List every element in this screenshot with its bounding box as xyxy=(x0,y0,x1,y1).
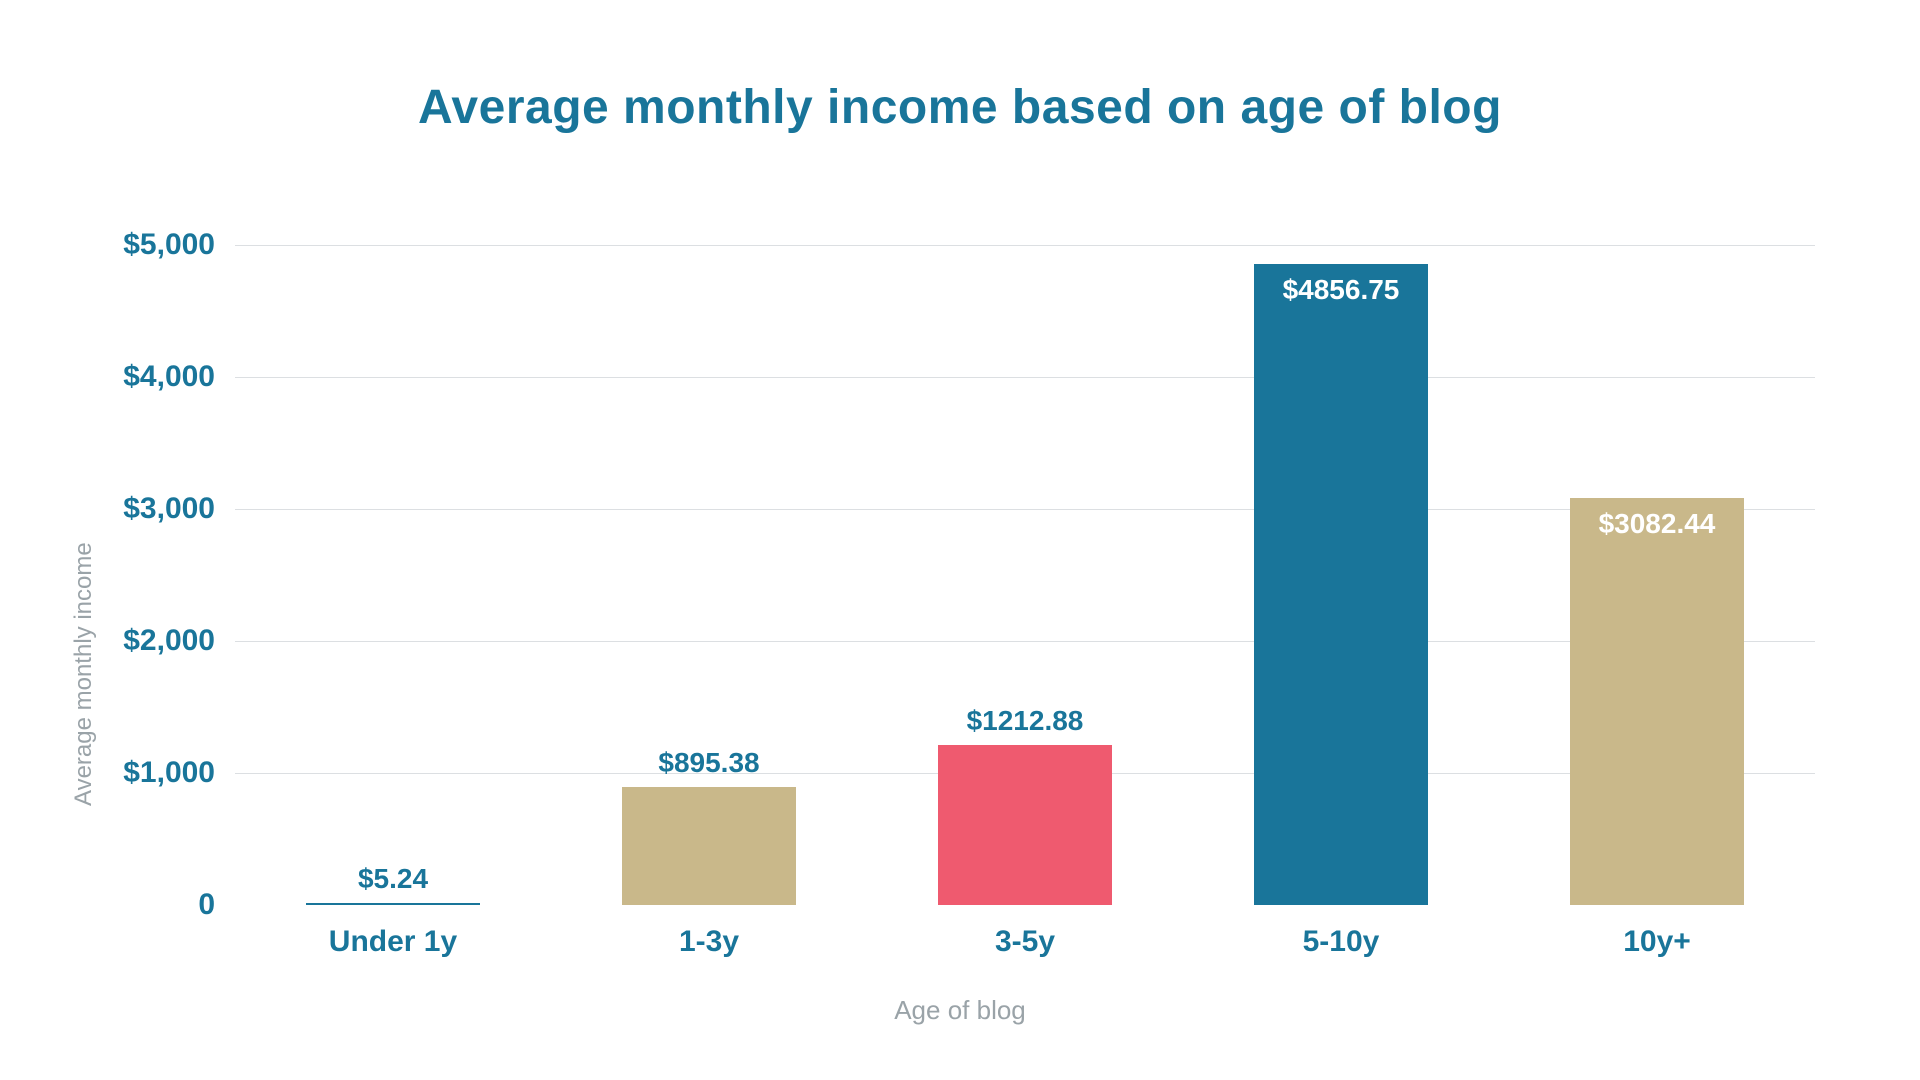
bar-slot: $1212.88 xyxy=(867,245,1183,905)
y-tick-label: $4,000 xyxy=(75,360,215,394)
x-tick-label: 3-5y xyxy=(867,925,1183,959)
plot-area: 0$1,000$2,000$3,000$4,000$5,000 $5.24$89… xyxy=(235,245,1815,905)
bar-slot: $5.24 xyxy=(235,245,551,905)
x-tick-label: 5-10y xyxy=(1183,925,1499,959)
bar: $3082.44 xyxy=(1570,498,1744,905)
bar-slot: $4856.75 xyxy=(1183,245,1499,905)
bar: $4856.75 xyxy=(1254,264,1428,905)
x-ticks: Under 1y1-3y3-5y5-10y10y+ xyxy=(235,925,1815,959)
bar-value-label: $3082.44 xyxy=(1599,508,1716,540)
y-tick-label: $1,000 xyxy=(75,756,215,790)
bar: $1212.88 xyxy=(938,745,1112,905)
x-tick-label: Under 1y xyxy=(235,925,551,959)
bar-value-label: $895.38 xyxy=(658,747,759,779)
bars-group: $5.24 $895.38 $1212.88 $4856.75 $3082.44 xyxy=(235,245,1815,905)
bar-value-label: $5.24 xyxy=(358,863,428,895)
bar: $895.38 xyxy=(622,787,796,905)
bar-value-label: $1212.88 xyxy=(967,705,1084,737)
y-tick-label: $2,000 xyxy=(75,624,215,658)
x-axis-label: Age of blog xyxy=(894,995,1026,1026)
x-tick-label: 1-3y xyxy=(551,925,867,959)
y-tick-label: 0 xyxy=(75,888,215,922)
x-tick-label: 10y+ xyxy=(1499,925,1815,959)
bar-slot: $895.38 xyxy=(551,245,867,905)
bar-slot: $3082.44 xyxy=(1499,245,1815,905)
bar-value-label: $4856.75 xyxy=(1283,274,1400,306)
y-tick-label: $3,000 xyxy=(75,492,215,526)
y-tick-label: $5,000 xyxy=(75,228,215,262)
chart-title: Average monthly income based on age of b… xyxy=(80,80,1840,135)
bar: $5.24 xyxy=(306,903,480,905)
chart-container: Average monthly income based on age of b… xyxy=(0,0,1920,1080)
